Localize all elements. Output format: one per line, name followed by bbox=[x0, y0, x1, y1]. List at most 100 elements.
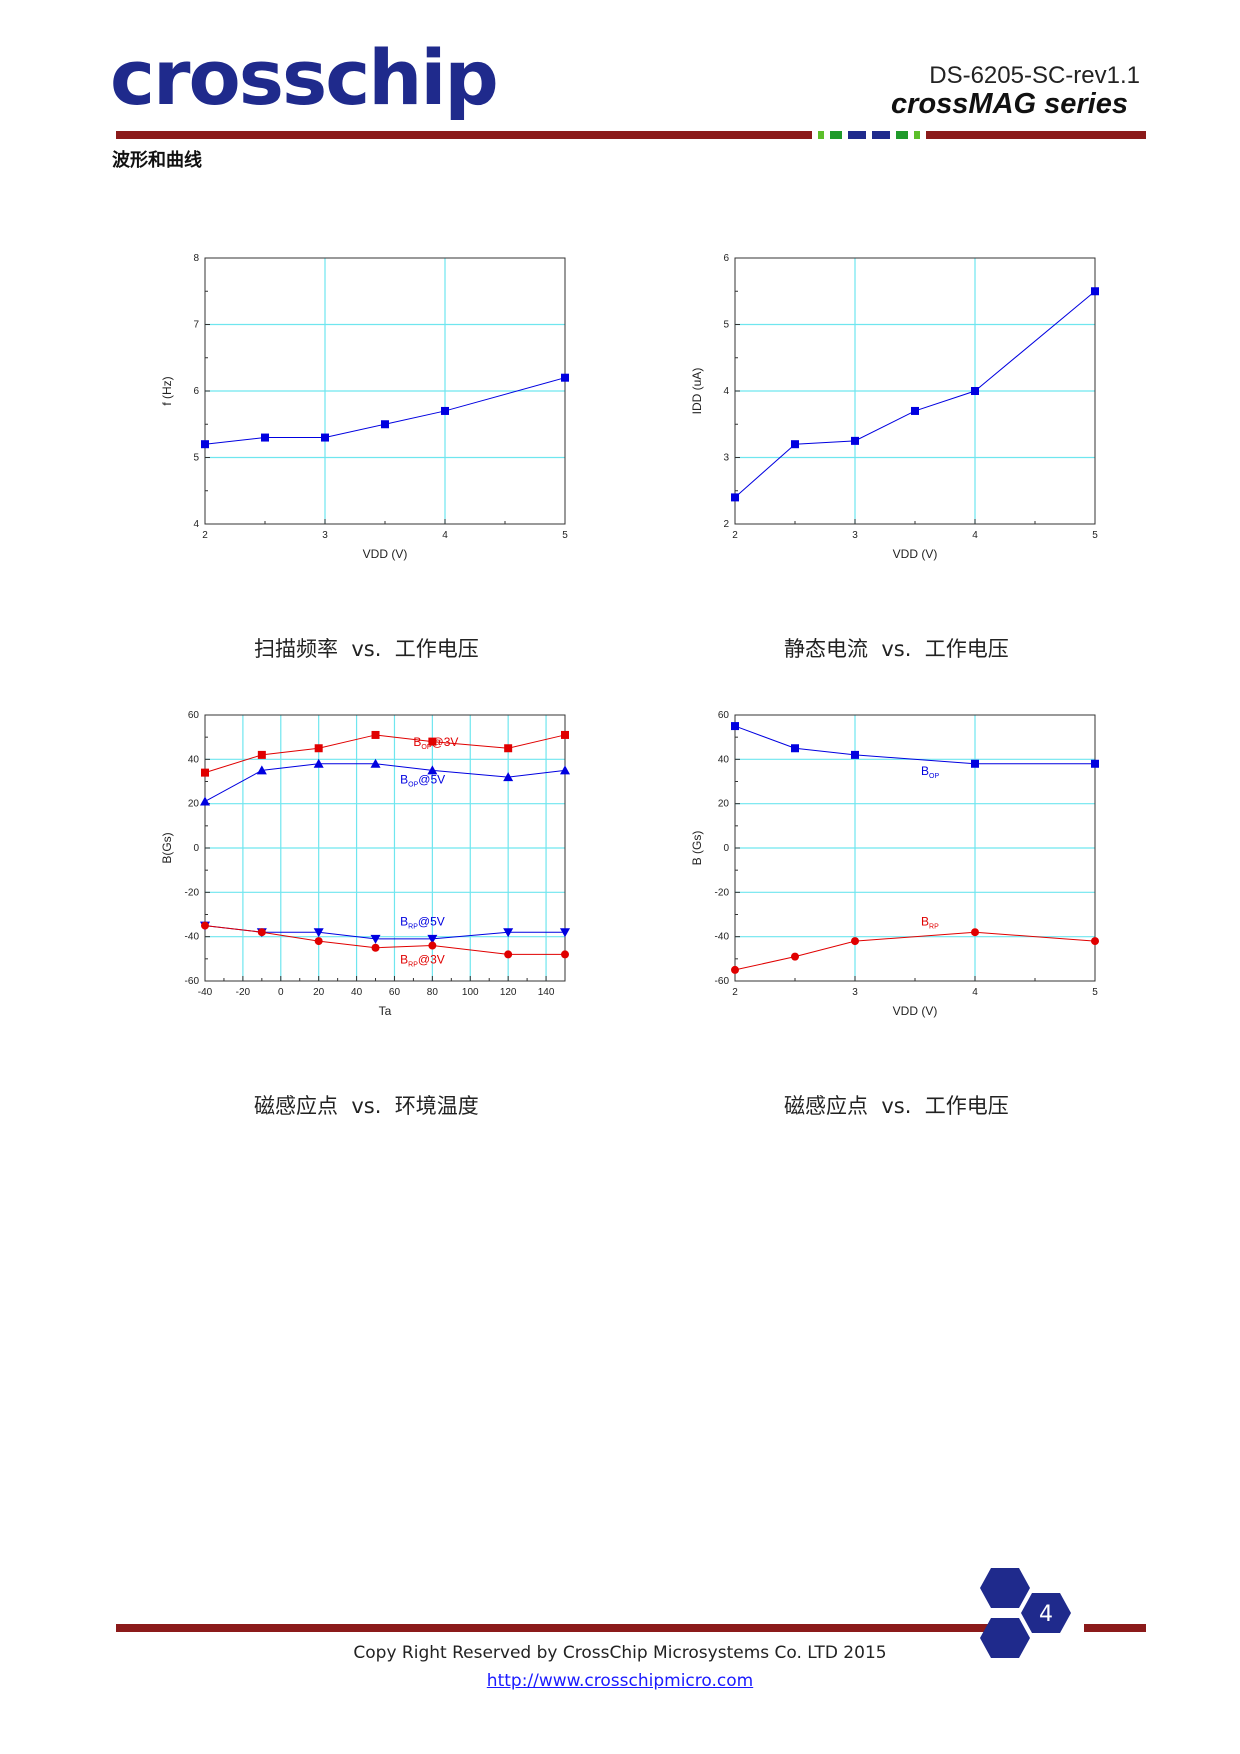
data-series bbox=[731, 928, 1099, 974]
series-line bbox=[734, 931, 1096, 971]
x-tick-label: 4 bbox=[442, 530, 448, 541]
data-point bbox=[1091, 937, 1099, 946]
page-number: 4 bbox=[1039, 1602, 1053, 1627]
y-tick-label: 20 bbox=[718, 799, 730, 810]
page-number-hexagons: 4 bbox=[980, 1568, 1071, 1658]
series-label: BOP@5V bbox=[400, 773, 445, 789]
y-axis-title: B (Gs) bbox=[690, 831, 704, 866]
data-point bbox=[257, 928, 266, 937]
data-point bbox=[200, 796, 210, 806]
footer-rule-left bbox=[116, 1624, 1000, 1632]
x-tick-label: 120 bbox=[500, 987, 517, 998]
data-point bbox=[851, 750, 859, 759]
footer-rule-right bbox=[1084, 1624, 1146, 1632]
product-series: crossMAG series bbox=[891, 88, 1128, 120]
y-tick-label: 0 bbox=[723, 843, 729, 854]
y-tick-label: 20 bbox=[188, 799, 200, 810]
series-label-subscript: OP bbox=[421, 744, 431, 751]
series-label-main: B bbox=[400, 773, 408, 787]
x-tick-label: 0 bbox=[278, 987, 284, 998]
x-tick-label: 3 bbox=[852, 987, 858, 998]
y-axis-title: B(Gs) bbox=[160, 832, 174, 863]
y-tick-label: 2 bbox=[723, 519, 729, 530]
x-axis-title: VDD (V) bbox=[893, 547, 938, 561]
header-deco-green-4 bbox=[914, 131, 920, 139]
data-point bbox=[370, 758, 381, 768]
y-tick-label: -60 bbox=[715, 976, 730, 987]
data-point bbox=[503, 772, 514, 782]
x-tick-label: -20 bbox=[236, 987, 251, 998]
data-point bbox=[428, 737, 437, 746]
data-series bbox=[731, 287, 1099, 502]
axes: 2 3 4 5 2 3 4 5 6 bbox=[723, 253, 1098, 541]
data-series bbox=[200, 758, 570, 806]
data-point bbox=[261, 433, 269, 442]
x-tick-label: 40 bbox=[351, 987, 363, 998]
data-point bbox=[731, 493, 739, 502]
series-line bbox=[734, 725, 1095, 765]
data-series bbox=[200, 921, 570, 944]
data-point bbox=[971, 928, 979, 937]
x-tick-label: 2 bbox=[732, 987, 738, 998]
grid-lines bbox=[205, 258, 565, 524]
header-deco-green-3 bbox=[896, 131, 908, 139]
header-rule-right bbox=[926, 131, 1146, 139]
y-tick-label: 3 bbox=[723, 453, 729, 464]
series-label: BRP@5V bbox=[400, 915, 445, 931]
data-point bbox=[256, 765, 267, 775]
x-tick-label: 100 bbox=[462, 987, 479, 998]
y-tick-label: 40 bbox=[718, 754, 730, 765]
data-point bbox=[731, 722, 739, 731]
x-axis-title: VDD (V) bbox=[893, 1004, 938, 1018]
y-tick-label: 5 bbox=[723, 320, 729, 331]
data-point bbox=[314, 744, 323, 753]
data-point bbox=[321, 433, 329, 442]
y-tick-label: -20 bbox=[715, 887, 730, 898]
header-deco-green-2 bbox=[830, 131, 842, 139]
data-point bbox=[791, 744, 799, 753]
data-point bbox=[257, 750, 266, 759]
series-label-main: B bbox=[921, 915, 929, 929]
threshold-vs-temperature-caption: 磁感应点 vs. 环境温度 bbox=[254, 1094, 479, 1118]
x-tick-label: 4 bbox=[972, 987, 978, 998]
series-label: BOP bbox=[921, 764, 939, 780]
series-label: BRP@3V bbox=[400, 952, 445, 968]
series-label-main: B bbox=[400, 952, 408, 966]
data-point bbox=[1091, 287, 1099, 296]
header-deco-green-1 bbox=[818, 131, 824, 139]
series-label-condition: @5V bbox=[418, 915, 445, 929]
header-deco-blue-1 bbox=[848, 131, 866, 139]
x-tick-label: 4 bbox=[972, 530, 978, 541]
data-point bbox=[561, 730, 569, 739]
series-label-subscript: RP bbox=[929, 924, 939, 931]
y-tick-label: 60 bbox=[718, 710, 730, 721]
data-point bbox=[441, 406, 449, 415]
grid-lines bbox=[735, 258, 1095, 524]
y-tick-label: 0 bbox=[193, 843, 199, 854]
data-point bbox=[371, 943, 380, 952]
hexagon-top bbox=[980, 1568, 1030, 1608]
grid-lines bbox=[735, 715, 1095, 981]
data-point bbox=[851, 436, 859, 445]
x-tick-label: 3 bbox=[322, 530, 328, 541]
threshold-vs-temperature-chart: -40 -20 0 20 40 60 80 100 120 140-60-40-200204060… bbox=[160, 710, 570, 1018]
data-point bbox=[504, 950, 513, 959]
y-tick-label: 7 bbox=[193, 320, 199, 331]
x-tick-label: 80 bbox=[427, 987, 439, 998]
y-tick-label: 5 bbox=[193, 453, 199, 464]
series-line bbox=[204, 763, 566, 802]
y-tick-label: -60 bbox=[185, 976, 200, 987]
threshold-vs-voltage-caption: 磁感应点 vs. 工作电压 bbox=[784, 1094, 1009, 1118]
y-tick-label: -40 bbox=[185, 932, 200, 943]
data-point bbox=[313, 928, 324, 938]
y-tick-label: 6 bbox=[723, 253, 729, 264]
data-point bbox=[428, 941, 437, 950]
y-tick-label: 60 bbox=[188, 710, 200, 721]
series-label-main: B bbox=[413, 735, 421, 749]
data-point bbox=[370, 934, 381, 944]
x-tick-label: 2 bbox=[202, 530, 208, 541]
data-series bbox=[201, 921, 569, 959]
series-label-subscript: RP bbox=[408, 961, 418, 968]
website-link[interactable]: http://www.crosschipmicro.com bbox=[486, 1671, 754, 1691]
data-series bbox=[731, 722, 1099, 768]
